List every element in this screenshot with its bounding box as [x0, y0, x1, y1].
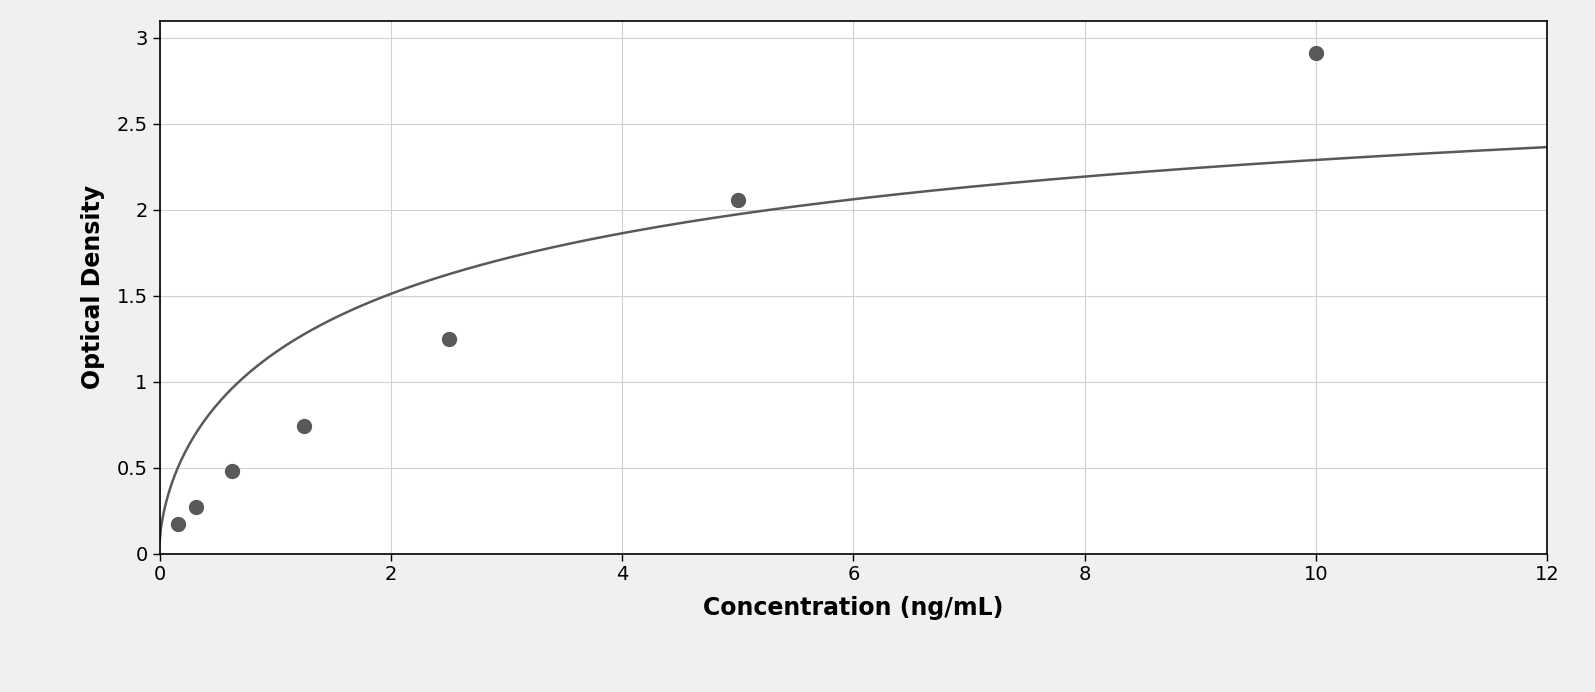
X-axis label: Concentration (ng/mL): Concentration (ng/mL) — [703, 596, 1003, 619]
Point — [435, 334, 461, 345]
Y-axis label: Optical Density: Optical Density — [81, 185, 105, 389]
Point — [292, 421, 317, 432]
Point — [724, 194, 751, 205]
Point — [164, 519, 190, 530]
Point — [1303, 48, 1329, 59]
Point — [183, 502, 209, 513]
Point — [219, 466, 244, 477]
